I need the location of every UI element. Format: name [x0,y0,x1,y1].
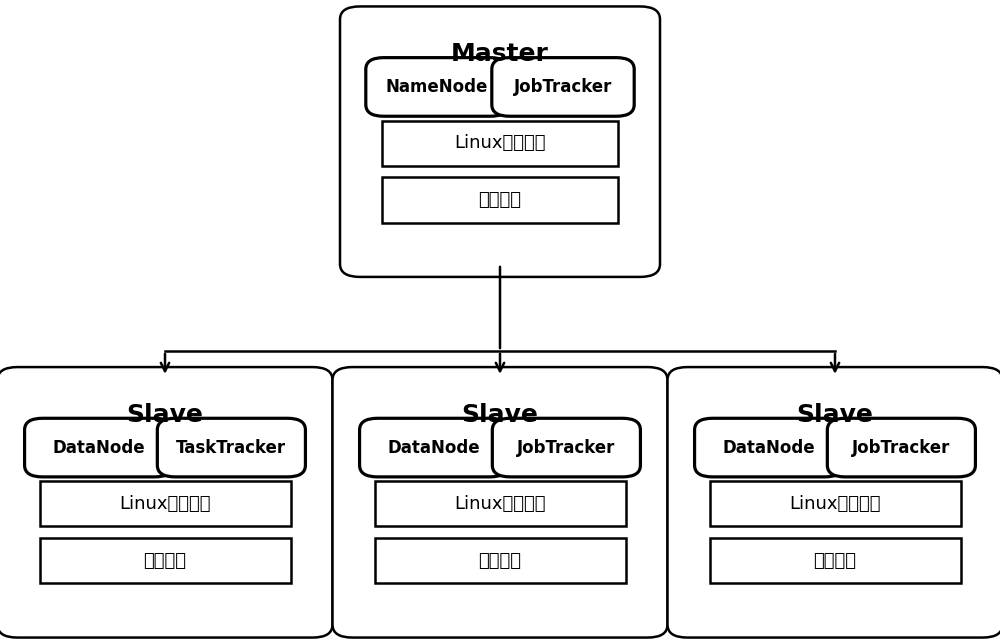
FancyBboxPatch shape [340,6,660,277]
Text: JobTracker: JobTracker [852,439,951,457]
Bar [375,482,626,527]
Bar [40,538,290,583]
Text: Slave: Slave [127,402,203,426]
Text: DataNode: DataNode [387,439,480,457]
Text: Master: Master [451,42,549,66]
Bar [382,177,618,222]
Bar [382,120,618,166]
FancyBboxPatch shape [360,419,508,477]
Text: Slave: Slave [797,402,873,426]
FancyBboxPatch shape [25,419,173,477]
Text: Linux操作系统: Linux操作系统 [454,135,546,152]
Text: 底层硬件: 底层硬件 [814,552,856,569]
FancyBboxPatch shape [492,419,640,477]
Text: Linux操作系统: Linux操作系统 [454,495,546,513]
Bar [40,482,290,527]
Text: Linux操作系统: Linux操作系统 [119,495,211,513]
FancyBboxPatch shape [0,367,332,638]
Text: 底层硬件: 底层硬件 [479,191,522,209]
FancyBboxPatch shape [492,57,634,116]
FancyBboxPatch shape [695,419,843,477]
Text: NameNode: NameNode [386,78,488,96]
FancyBboxPatch shape [366,57,508,116]
FancyBboxPatch shape [827,419,975,477]
Text: Slave: Slave [462,402,538,426]
Text: 底层硬件: 底层硬件 [144,552,186,569]
FancyBboxPatch shape [157,419,305,477]
Bar [710,482,960,527]
FancyBboxPatch shape [668,367,1000,638]
Text: DataNode: DataNode [722,439,815,457]
Text: JobTracker: JobTracker [517,439,616,457]
Text: TaskTracker: TaskTracker [176,439,286,457]
Text: 底层硬件: 底层硬件 [479,552,522,569]
FancyBboxPatch shape [332,367,668,638]
Bar [710,538,960,583]
Text: DataNode: DataNode [52,439,145,457]
Text: Linux操作系统: Linux操作系统 [789,495,881,513]
Text: JobTracker: JobTracker [514,78,612,96]
Bar [375,538,626,583]
